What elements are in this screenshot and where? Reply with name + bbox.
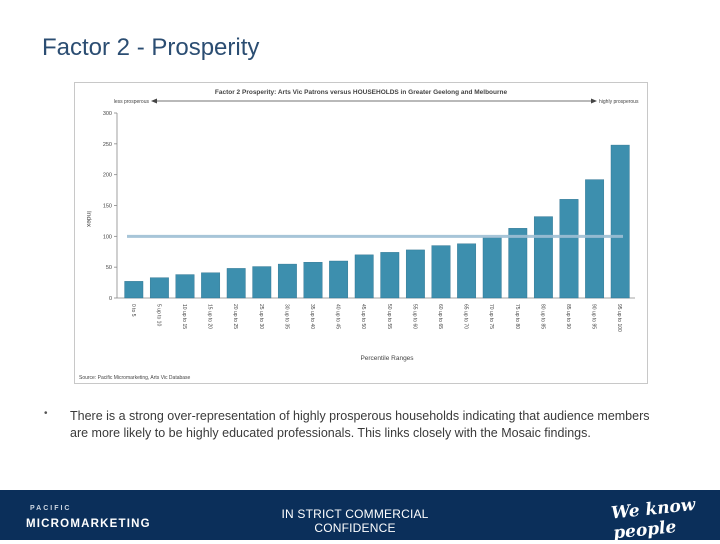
y-tick-label: 50 <box>106 265 112 271</box>
bar <box>482 237 502 299</box>
confidentiality-notice: IN STRICT COMMERCIAL CONFIDENCE <box>281 507 429 535</box>
x-tick-label: 50 up to 55 <box>386 304 392 329</box>
x-tick-label: 40 up to 45 <box>335 304 341 329</box>
y-tick-label: 200 <box>103 173 112 179</box>
annotation-arrow-right <box>591 98 597 104</box>
chart-frame: Factor 2 Prosperity: Arts Vic Patrons ve… <box>74 82 648 384</box>
x-tick-label: 55 up to 60 <box>411 304 417 329</box>
company-logo: PACIFIC MICROMARKETING <box>26 505 151 530</box>
page-title: Factor 2 - Prosperity <box>42 34 260 61</box>
bar <box>124 281 144 299</box>
x-tick-label: 60 up to 65 <box>437 304 443 329</box>
bar <box>380 252 400 299</box>
y-axis-label: Index <box>85 211 92 228</box>
x-tick-label: 75 up to 80 <box>514 304 520 329</box>
bar <box>457 243 477 299</box>
bar <box>508 228 528 299</box>
y-tick-label: 150 <box>103 204 112 210</box>
annotation-left: less prosperous <box>114 99 150 105</box>
x-tick-label: 45 up to 50 <box>360 304 366 329</box>
bar <box>405 249 425 299</box>
x-tick-label: 10 up to 15 <box>181 304 187 329</box>
x-tick-label: 70 up to 75 <box>488 304 494 329</box>
x-tick-label: 15 up to 20 <box>207 304 213 329</box>
bar-chart: Factor 2 Prosperity: Arts Vic Patrons ve… <box>79 89 639 381</box>
tagline: We know people <box>610 494 697 544</box>
bar <box>252 266 272 299</box>
annotation-arrow-left <box>151 98 157 104</box>
x-tick-label: 5 up to 10 <box>155 304 161 326</box>
x-tick-label: 35 up to 40 <box>309 304 315 329</box>
chart-title: Factor 2 Prosperity: Arts Vic Patrons ve… <box>215 89 508 96</box>
y-tick-label: 250 <box>103 142 112 148</box>
y-tick-label: 300 <box>103 111 112 117</box>
bar <box>559 199 579 299</box>
x-tick-label: 30 up to 35 <box>283 304 289 329</box>
bar <box>610 144 630 299</box>
x-tick-label: 85 up to 90 <box>565 304 571 329</box>
bar <box>585 179 605 299</box>
bar <box>277 263 297 299</box>
logo-top-text: PACIFIC <box>30 505 71 512</box>
y-tick-label: 0 <box>109 296 112 302</box>
x-tick-label: 0 to 5 <box>130 304 136 317</box>
bar <box>175 274 195 299</box>
bar-series <box>124 144 630 299</box>
x-tick-label: 65 up to 70 <box>463 304 469 329</box>
x-axis-label: Percentile Ranges <box>360 355 414 362</box>
bar <box>149 277 169 299</box>
bar <box>533 216 553 299</box>
bullet-text: There is a strong over-representation of… <box>70 409 650 440</box>
bar <box>201 272 221 299</box>
bar <box>354 254 374 299</box>
footer-bar: PACIFIC MICROMARKETING IN STRICT COMMERC… <box>0 490 720 544</box>
bar <box>329 260 349 299</box>
x-tick-label: 95 up to 100 <box>616 304 622 332</box>
bullet-marker: • <box>44 408 48 419</box>
x-tick-label: 25 up to 30 <box>258 304 264 329</box>
x-tick-label: 90 up to 95 <box>591 304 597 329</box>
logo-bottom-text: MICROMARKETING <box>26 518 151 530</box>
x-tick-label: 80 up to 85 <box>539 304 545 329</box>
bar <box>431 245 451 299</box>
annotation-right: highly prosperous <box>599 99 639 105</box>
bar <box>303 262 323 299</box>
bar <box>226 268 246 299</box>
chart-source: Source: Pacific Micromarketing, Arts Vic… <box>79 375 191 381</box>
y-tick-label: 100 <box>103 234 112 240</box>
x-tick-label: 20 up to 25 <box>232 304 238 329</box>
x-axis-ticks: 0 to 5 5 up to 10 10 up to 15 15 up to 20 20… <box>130 304 622 332</box>
